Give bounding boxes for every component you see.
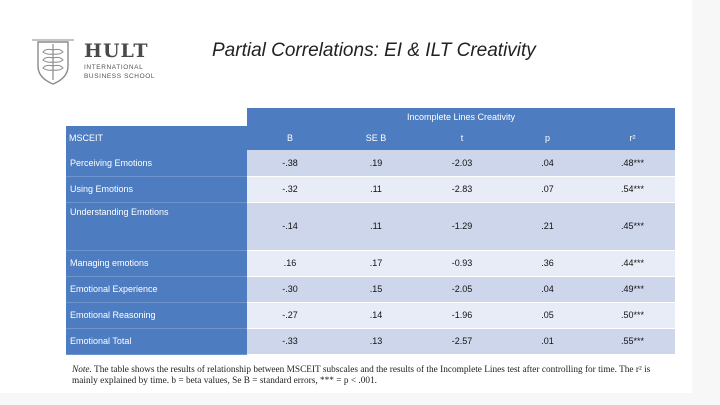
cell-p: .05: [505, 302, 590, 329]
cell-b: -.30: [247, 276, 333, 303]
logo-name: HULT: [84, 40, 149, 62]
table-note: Note. The table shows the results of rel…: [72, 365, 672, 387]
col-header-msceit: MSCEIT: [66, 126, 247, 150]
table-corner-blank: [66, 108, 247, 126]
cell-t: -2.83: [419, 176, 505, 203]
table-row: Emotional Reasoning -.27 .14 -1.96 .05 .…: [66, 302, 676, 329]
note-lead: Note.: [72, 365, 92, 375]
cell-p: .04: [505, 150, 590, 177]
cell-b: .16: [247, 250, 333, 277]
logo-subtitle-line2: BUSINESS SCHOOL: [84, 73, 156, 80]
hult-logo: HULT INTERNATIONAL BUSINESS SCHOOL: [28, 34, 158, 86]
row-label: Emotional Experience: [66, 276, 247, 303]
col-header-se-b: SE B: [333, 126, 419, 150]
cell-se-b: .14: [333, 302, 419, 329]
cell-p: .36: [505, 250, 590, 277]
row-label: Emotional Total: [66, 328, 247, 355]
table-row: Using Emotions -.32 .11 -2.83 .07 .54***: [66, 176, 676, 203]
cell-b: -.14: [247, 202, 333, 251]
slide-frame-bottom: [0, 393, 720, 405]
row-label: Understanding Emotions: [66, 202, 247, 251]
cell-se-b: .17: [333, 250, 419, 277]
cell-b: -.33: [247, 328, 333, 355]
cell-se-b: .11: [333, 202, 419, 251]
cell-t: -1.96: [419, 302, 505, 329]
cell-t: -2.03: [419, 150, 505, 177]
table-row: Emotional Experience -.30 .15 -2.05 .04 …: [66, 276, 676, 303]
col-header-p: p: [505, 126, 590, 150]
cell-se-b: .11: [333, 176, 419, 203]
correlation-table: Incomplete Lines Creativity MSCEIT B SE …: [66, 108, 676, 355]
cell-r2: .55***: [590, 328, 676, 355]
row-label: Perceiving Emotions: [66, 150, 247, 177]
cell-t: -1.29: [419, 202, 505, 251]
slide-title: Partial Correlations: EI & ILT Creativit…: [212, 40, 536, 61]
cell-se-b: .15: [333, 276, 419, 303]
note-text: The table shows the results of relations…: [72, 365, 651, 386]
cell-t: -0.93: [419, 250, 505, 277]
table-row: Perceiving Emotions -.38 .19 -2.03 .04 .…: [66, 150, 676, 177]
table-row: Managing emotions .16 .17 -0.93 .36 .44*…: [66, 250, 676, 277]
cell-b: -.38: [247, 150, 333, 177]
table-row: Emotional Total -.33 .13 -2.57 .01 .55**…: [66, 328, 676, 355]
table-group-header-row: Incomplete Lines Creativity: [66, 108, 676, 126]
cell-p: .01: [505, 328, 590, 355]
cell-se-b: .19: [333, 150, 419, 177]
wheat-crest-icon: [32, 39, 74, 85]
cell-p: .07: [505, 176, 590, 203]
cell-t: -2.05: [419, 276, 505, 303]
cell-p: .21: [505, 202, 590, 251]
cell-r2: .49***: [590, 276, 676, 303]
cell-r2: .48***: [590, 150, 676, 177]
col-header-b: B: [247, 126, 333, 150]
cell-b: -.32: [247, 176, 333, 203]
slide-frame-right: [692, 0, 720, 405]
cell-t: -2.57: [419, 328, 505, 355]
col-header-t: t: [419, 126, 505, 150]
cell-b: -.27: [247, 302, 333, 329]
row-label: Managing emotions: [66, 250, 247, 277]
cell-r2: .54***: [590, 176, 676, 203]
col-header-r2: r²: [590, 126, 676, 150]
logo-subtitle-line1: INTERNATIONAL: [84, 64, 144, 71]
row-label: Emotional Reasoning: [66, 302, 247, 329]
cell-r2: .50***: [590, 302, 676, 329]
cell-se-b: .13: [333, 328, 419, 355]
row-label: Using Emotions: [66, 176, 247, 203]
cell-r2: .45***: [590, 202, 676, 251]
cell-p: .04: [505, 276, 590, 303]
cell-r2: .44***: [590, 250, 676, 277]
table-row: Understanding Emotions -.14 .11 -1.29 .2…: [66, 202, 676, 251]
table-column-header-row: MSCEIT B SE B t p r²: [66, 126, 676, 150]
group-header-incomplete-lines: Incomplete Lines Creativity: [247, 108, 676, 126]
